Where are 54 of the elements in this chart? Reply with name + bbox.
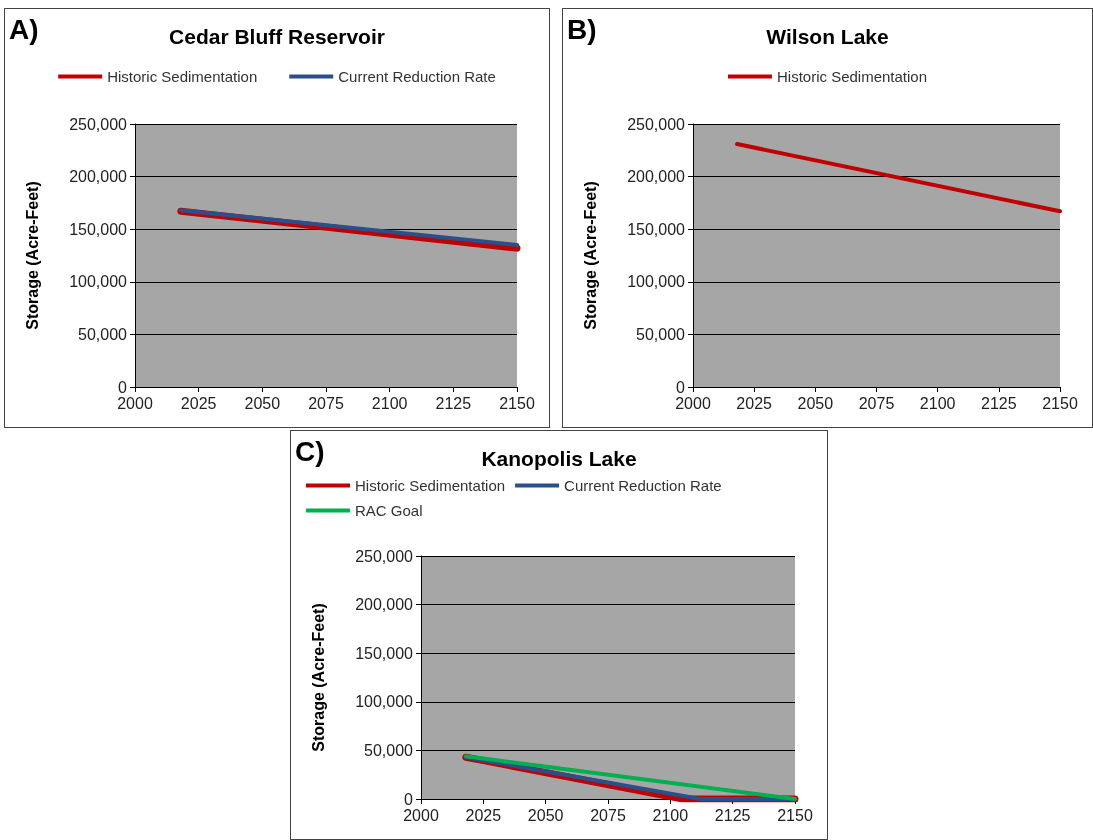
y-tick-label: 0: [118, 378, 128, 396]
x-tick-label: 2050: [797, 394, 834, 412]
legend-label: Historic Sedimentation: [107, 68, 258, 85]
legend-label: Current Reduction Rate: [338, 68, 496, 85]
legend-label: Historic Sedimentation: [776, 68, 928, 85]
chart-title: Kanopolis Lake: [481, 447, 637, 470]
y-tick-label: 50,000: [636, 325, 686, 343]
y-axis-title: Storage (Acre-Feet): [309, 603, 327, 752]
y-axis-title: Storage (Acre-Feet): [581, 181, 599, 330]
x-tick-label: 2075: [308, 394, 344, 412]
x-tick-label: 2025: [180, 394, 217, 412]
text: B): [567, 13, 597, 45]
y-tick-label: 0: [404, 790, 414, 808]
text: C): [295, 435, 325, 467]
x-tick-label: 2100: [371, 394, 408, 412]
x-tick-label: 2050: [244, 394, 281, 412]
y-tick-label: 100,000: [627, 273, 686, 291]
x-tick-label: 2100: [919, 394, 956, 412]
chart-title: Cedar Bluff Reservoir: [169, 25, 385, 48]
x-tick-label: 2150: [499, 394, 535, 412]
x-tick-label: 2025: [736, 394, 773, 412]
y-tick-label: 150,000: [69, 220, 128, 238]
y-tick-label: 200,000: [627, 168, 686, 186]
x-tick-label: 2150: [777, 806, 813, 824]
y-tick-label: 200,000: [355, 596, 414, 614]
y-tick-label: 150,000: [355, 644, 414, 662]
chart-title: Wilson Lake: [766, 25, 889, 48]
x-tick-label: 2125: [435, 394, 472, 412]
y-tick-label: 150,000: [627, 220, 686, 238]
y-tick-label: 0: [676, 378, 686, 396]
y-axis-title: Storage (Acre-Feet): [23, 181, 41, 330]
y-tick-label: 200,000: [69, 168, 128, 186]
x-tick-label: 2100: [652, 806, 689, 824]
legend-label: Current Reduction Rate: [564, 477, 722, 494]
y-tick-label: 250,000: [355, 547, 414, 565]
x-tick-label: 2075: [590, 806, 626, 824]
y-tick-label: 250,000: [627, 115, 686, 133]
x-tick-label: 2125: [714, 806, 751, 824]
x-tick-label: 2000: [117, 394, 153, 412]
x-tick-label: 2125: [981, 394, 1017, 412]
y-tick-label: 100,000: [355, 693, 414, 711]
x-tick-label: 2050: [527, 806, 564, 824]
x-tick-label: 2000: [403, 806, 439, 824]
x-tick-label: 2025: [465, 806, 502, 824]
y-tick-label: 50,000: [78, 325, 128, 343]
legend-label: Historic Sedimentation: [355, 477, 506, 494]
y-tick-label: 250,000: [69, 115, 128, 133]
x-tick-label: 2150: [1042, 394, 1078, 412]
x-tick-label: 2000: [675, 394, 711, 412]
y-tick-label: 50,000: [364, 741, 414, 759]
legend-label: RAC Goal: [355, 502, 423, 519]
y-tick-label: 100,000: [69, 273, 128, 291]
x-tick-label: 2075: [858, 394, 895, 412]
text: A): [9, 13, 39, 45]
